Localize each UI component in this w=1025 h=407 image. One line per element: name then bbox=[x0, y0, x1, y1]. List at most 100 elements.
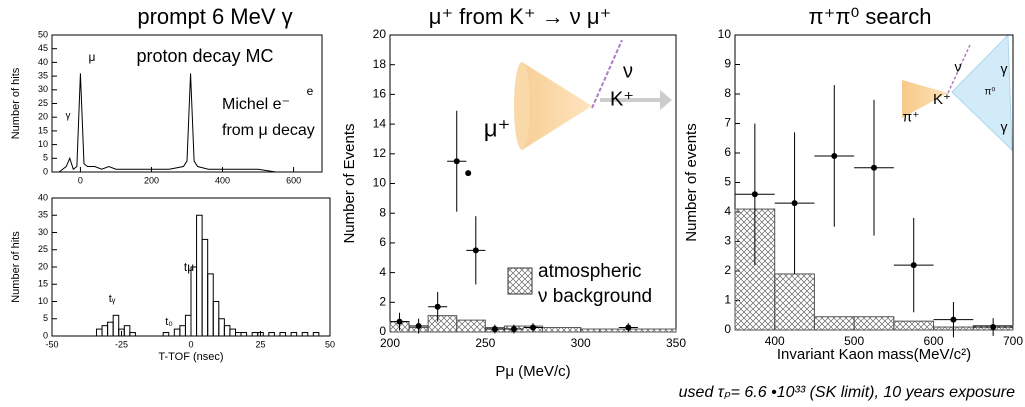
pipi-decay-sketch bbox=[902, 33, 1013, 152]
y-tick-label: 5 bbox=[724, 175, 731, 189]
y-tick-label: 0 bbox=[724, 322, 731, 336]
y-tick-label: 10 bbox=[718, 27, 732, 41]
annotation: γ bbox=[1001, 61, 1008, 77]
y-tick-label: 50 bbox=[38, 29, 48, 39]
x-tick-label: -50 bbox=[45, 339, 58, 349]
y-axis-label: Number of hits bbox=[10, 231, 22, 303]
background-bar bbox=[893, 320, 935, 331]
y-tick-label: 10 bbox=[373, 176, 387, 190]
annotation: proton decay MC bbox=[136, 46, 273, 66]
hist-bar bbox=[207, 273, 214, 337]
background-bar bbox=[599, 328, 677, 333]
annotation: μ⁺ bbox=[484, 115, 511, 142]
y-axis-label: Number of Events bbox=[341, 123, 358, 243]
y-tick-label: 14 bbox=[373, 116, 387, 130]
x-tick-label: 600 bbox=[924, 334, 944, 348]
y-tick-label: 35 bbox=[38, 70, 48, 80]
y-tick-label: 8 bbox=[724, 86, 731, 100]
y-axis-label: Number of events bbox=[683, 123, 700, 241]
hist-bar bbox=[234, 332, 242, 337]
data-point bbox=[434, 303, 441, 310]
y-tick-label: 4 bbox=[379, 265, 386, 279]
hist-bar bbox=[268, 332, 275, 337]
hist-bar bbox=[312, 332, 320, 337]
annotation: ν bbox=[623, 60, 633, 82]
annotation: γ bbox=[66, 111, 71, 122]
data-line bbox=[58, 73, 312, 173]
data-point bbox=[791, 200, 798, 207]
hist-bar bbox=[184, 314, 192, 337]
hist-bar bbox=[107, 321, 114, 337]
data-point bbox=[990, 324, 997, 331]
x-tick-label: 200 bbox=[380, 336, 400, 350]
hist-bar bbox=[129, 332, 136, 337]
hist-bar bbox=[95, 328, 103, 337]
x-tick-label: 50 bbox=[325, 339, 335, 349]
hist-bar bbox=[218, 318, 225, 337]
y-tick-label: 6 bbox=[379, 235, 386, 249]
x-tick-label: 25 bbox=[255, 339, 265, 349]
y-tick-label: 20 bbox=[38, 112, 48, 122]
y-tick-label: 10 bbox=[38, 296, 48, 306]
data-point bbox=[472, 247, 479, 254]
y-tick-label: 9 bbox=[724, 57, 731, 71]
y-tick-label: 20 bbox=[373, 27, 387, 41]
legend-swatch bbox=[507, 267, 533, 295]
hist-bar bbox=[101, 325, 109, 337]
y-tick-label: 2 bbox=[379, 294, 386, 308]
y-tick-label: 16 bbox=[373, 87, 387, 101]
background-bar bbox=[853, 316, 895, 331]
background-bar bbox=[580, 328, 601, 333]
y-tick-label: 40 bbox=[38, 57, 48, 67]
hist-bar bbox=[229, 328, 236, 337]
hist-bar bbox=[301, 332, 309, 337]
hist-bar bbox=[240, 332, 248, 337]
data-point bbox=[910, 262, 917, 269]
annotation: K⁺ bbox=[933, 91, 951, 108]
y-axis-label: Number of hits bbox=[10, 67, 22, 139]
data-point bbox=[453, 158, 460, 165]
data-point bbox=[510, 326, 517, 333]
hist-bar bbox=[123, 325, 131, 337]
hist-bar bbox=[201, 238, 209, 337]
data-point bbox=[465, 170, 472, 177]
annotation: e bbox=[307, 84, 314, 98]
hist-bar bbox=[112, 314, 120, 337]
data-point bbox=[396, 318, 403, 325]
y-tick-label: 20 bbox=[38, 261, 48, 271]
y-tick-label: 8 bbox=[379, 205, 386, 219]
y-tick-label: 30 bbox=[38, 227, 48, 237]
annotation: tᵧ bbox=[109, 293, 116, 305]
data-point bbox=[491, 326, 498, 333]
y-tick-label: 15 bbox=[38, 279, 48, 289]
y-tick-label: 6 bbox=[724, 145, 731, 159]
x-tick-label: 600 bbox=[286, 175, 301, 185]
legend-label: atmospheric bbox=[538, 261, 642, 282]
y-tick-label: 25 bbox=[38, 98, 48, 108]
y-tick-label: 3 bbox=[724, 234, 731, 248]
annotation: μ bbox=[89, 50, 96, 64]
annotation: ν bbox=[955, 59, 962, 75]
kaon-decay-sketch bbox=[514, 39, 672, 150]
x-tick-label: -25 bbox=[115, 339, 128, 349]
hist-bar bbox=[290, 332, 298, 337]
hist-bar bbox=[179, 325, 186, 337]
x-tick-label: 400 bbox=[215, 175, 230, 185]
y-tick-label: 5 bbox=[43, 153, 48, 163]
x-tick-label: 0 bbox=[188, 339, 193, 349]
annotation: t₀ bbox=[165, 316, 173, 328]
chart-title: prompt 6 MeV γ bbox=[137, 4, 292, 29]
data-point bbox=[415, 323, 422, 330]
x-tick-label: 350 bbox=[666, 336, 686, 350]
background-bar bbox=[774, 273, 815, 331]
y-tick-label: 0 bbox=[43, 166, 48, 176]
annotation: from μ decay bbox=[222, 122, 315, 139]
x-axis-label: Pμ (MeV/c) bbox=[495, 363, 570, 380]
hist-bar bbox=[223, 325, 231, 337]
data-point bbox=[625, 324, 632, 331]
background-bar bbox=[813, 316, 855, 331]
hist-bar bbox=[212, 301, 220, 337]
y-tick-label: 25 bbox=[38, 244, 48, 254]
x-tick-label: 300 bbox=[571, 336, 591, 350]
